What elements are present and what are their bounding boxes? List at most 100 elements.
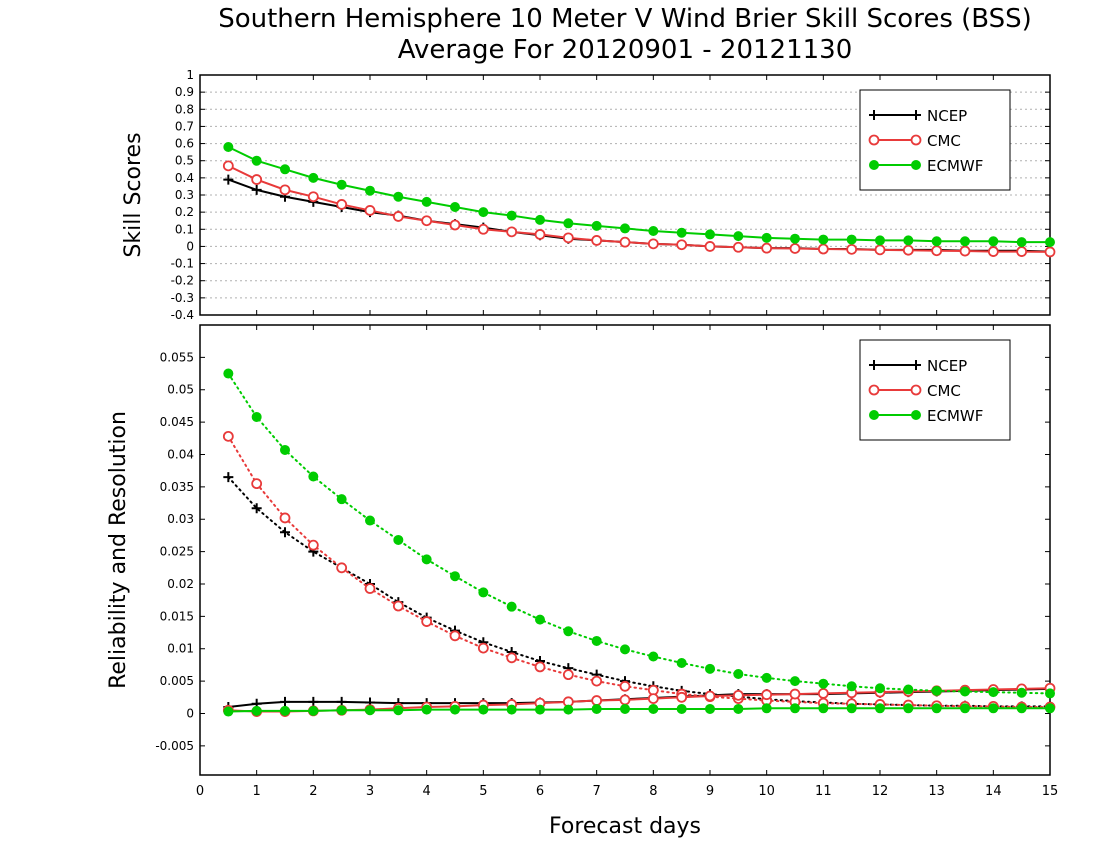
legend-filled-circle-marker <box>911 160 921 170</box>
data-point-open-circle-marker <box>336 199 348 210</box>
y-tick-label: 0.05 <box>167 383 194 397</box>
data-point-open-circle-marker <box>251 478 263 490</box>
x-tick-label: 2 <box>309 784 317 799</box>
x-tick-label: 6 <box>536 784 544 799</box>
data-point-open-circle-marker <box>336 562 348 574</box>
data-point-plus-marker <box>308 696 319 707</box>
data-point-filled-circle-marker <box>535 704 545 715</box>
data-point-open-circle-marker <box>1044 246 1056 258</box>
data-point-open-circle-marker <box>676 691 688 703</box>
data-point-open-circle-marker <box>987 246 999 257</box>
data-point-open-circle-marker <box>562 669 574 681</box>
y-tick-label: 0.04 <box>167 447 194 461</box>
data-point-open-circle-marker <box>761 242 773 254</box>
data-point-filled-circle-marker <box>620 644 630 655</box>
data-point-filled-circle-marker <box>478 587 489 598</box>
series-ecmwf <box>223 142 1055 248</box>
legend-plus-marker <box>869 360 879 370</box>
data-point-filled-circle-marker <box>365 185 375 196</box>
data-point-open-circle-marker <box>477 642 489 654</box>
x-tick-label: 8 <box>649 784 657 799</box>
data-point-filled-circle-marker <box>251 155 262 166</box>
data-point-open-circle-marker <box>307 191 319 203</box>
data-point-filled-circle-marker <box>733 703 744 714</box>
data-point-open-circle-marker <box>704 690 716 702</box>
data-point-filled-circle-marker <box>591 220 602 231</box>
data-point-filled-circle-marker <box>450 202 460 212</box>
x-tick-label: 7 <box>593 784 601 799</box>
data-point-plus-marker <box>251 184 262 195</box>
data-point-filled-circle-marker <box>251 411 262 422</box>
y-tick-label: 0.1 <box>175 222 194 236</box>
data-point-open-circle-marker <box>449 219 461 231</box>
data-point-filled-circle-marker <box>365 515 375 526</box>
data-point-filled-circle-marker <box>336 494 347 505</box>
y-tick-label: 0.005 <box>160 674 194 688</box>
data-point-open-circle-marker <box>1016 246 1028 257</box>
y-tick-label: 0.03 <box>167 512 194 526</box>
chart-title-line2: Average For 20120901 - 20121130 <box>398 35 853 65</box>
data-point-open-circle-marker <box>251 174 263 185</box>
data-point-filled-circle-marker <box>223 142 234 152</box>
legend: NCEP CMC ECMWF <box>859 339 1011 441</box>
data-point-filled-circle-marker <box>506 601 517 612</box>
series-ecmwf-solid <box>223 703 1055 717</box>
legend-plus-marker <box>869 110 879 120</box>
y-tick-label: 0.01 <box>167 642 194 656</box>
data-point-filled-circle-marker <box>1016 237 1027 248</box>
data-point-open-circle-marker <box>619 694 631 706</box>
y-tick-label: -0.4 <box>171 308 194 322</box>
data-point-open-circle-marker <box>477 223 489 235</box>
data-point-open-circle-marker <box>364 583 376 594</box>
data-point-filled-circle-marker <box>336 705 347 716</box>
y-tick-label: 0.5 <box>175 154 194 168</box>
data-point-filled-circle-marker <box>648 703 659 714</box>
x-tick-label: 11 <box>815 784 832 799</box>
data-point-filled-circle-marker <box>365 705 375 716</box>
data-point-open-circle-marker <box>931 245 943 257</box>
legend-filled-circle-marker <box>869 160 879 170</box>
data-point-open-circle-marker <box>619 236 631 248</box>
legend-open-circle-marker <box>868 134 880 146</box>
y-tick-label: -0.005 <box>155 739 194 753</box>
legend-plus-marker <box>911 360 921 370</box>
data-point-filled-circle-marker <box>931 236 942 247</box>
legend-label-cmc: CMC <box>927 132 961 150</box>
data-point-filled-circle-marker <box>563 626 574 637</box>
data-point-filled-circle-marker <box>790 676 800 687</box>
data-point-open-circle-marker <box>647 238 659 250</box>
data-point-open-circle-marker <box>279 184 291 196</box>
y-tick-label: 0.8 <box>175 102 194 116</box>
data-point-filled-circle-marker <box>733 668 744 679</box>
data-point-open-circle-marker <box>732 241 744 253</box>
data-point-filled-circle-marker <box>506 704 517 715</box>
x-tick-label: 3 <box>366 784 374 799</box>
y-tick-label: -0.1 <box>171 257 194 271</box>
data-point-filled-circle-marker <box>223 706 234 717</box>
data-point-open-circle-marker <box>789 688 801 700</box>
data-point-filled-circle-marker <box>705 229 715 240</box>
data-point-open-circle-marker <box>364 205 376 216</box>
x-tick-label: 1 <box>253 784 261 799</box>
legend-open-circle-marker <box>910 384 922 396</box>
data-point-filled-circle-marker <box>1016 703 1027 714</box>
y-tick-label: 0.045 <box>160 415 194 429</box>
data-point-filled-circle-marker <box>676 657 687 668</box>
legend: NCEP CMC ECMWF <box>859 89 1011 191</box>
data-point-filled-circle-marker <box>280 705 290 716</box>
data-point-filled-circle-marker <box>903 703 914 714</box>
data-point-filled-circle-marker <box>875 683 885 694</box>
x-tick-label: 14 <box>985 784 1002 799</box>
top-y-axis-title: Skill Scores <box>121 132 146 257</box>
y-tick-label: 0.055 <box>160 350 194 364</box>
data-point-filled-circle-marker <box>280 164 290 175</box>
data-point-filled-circle-marker <box>875 235 885 246</box>
data-point-open-circle-marker <box>307 539 319 551</box>
data-point-filled-circle-marker <box>563 218 574 229</box>
data-point-filled-circle-marker <box>620 703 630 714</box>
x-tick-label: 5 <box>479 784 487 799</box>
data-point-filled-circle-marker <box>421 554 432 565</box>
data-point-open-circle-marker <box>591 235 603 246</box>
data-point-filled-circle-marker <box>620 223 630 234</box>
y-tick-label: 0.3 <box>175 188 194 202</box>
